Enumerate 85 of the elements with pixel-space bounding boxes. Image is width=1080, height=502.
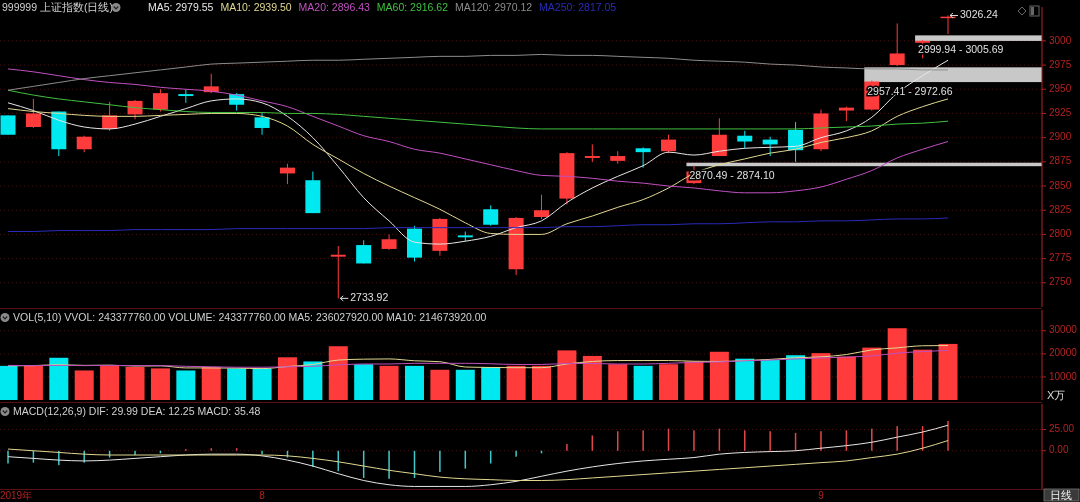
y-tick-label: 30000	[1049, 324, 1078, 336]
y-tick-label: 25.00	[1049, 423, 1075, 435]
bar	[659, 364, 679, 400]
bar	[760, 359, 780, 400]
y-tick-label: 2875	[1049, 155, 1072, 167]
text: MA5: 2979.55	[148, 1, 214, 13]
bar	[49, 357, 69, 400]
candlestick	[152, 88, 168, 113]
bar	[786, 355, 806, 400]
x-tick-label: 9	[818, 490, 825, 501]
annotation: 3026.24	[960, 8, 999, 21]
bar	[404, 365, 424, 400]
text: MA10: 2939.50	[220, 1, 292, 13]
y-tick-label: 2925	[1049, 107, 1072, 119]
candlestick	[0, 114, 16, 136]
candlestick	[584, 143, 600, 163]
line-series	[7, 424, 949, 487]
bar	[277, 357, 297, 400]
text: MA20: 2896.43	[298, 1, 370, 13]
bar	[201, 367, 221, 400]
y-axis-title: X万	[1047, 389, 1066, 401]
bar	[23, 365, 43, 400]
bar	[735, 358, 755, 400]
chart-title: VOL(5,10) VVOL: 243377760.00 VOLUME: 243377760.00 MA5: 236027920.00 MA10: 214673920.00	[13, 311, 487, 323]
y-tick-label: 2950	[1049, 82, 1072, 94]
bar	[862, 347, 882, 400]
bar	[100, 365, 120, 400]
candlestick	[254, 111, 270, 136]
candlestick	[483, 204, 499, 227]
x-tick-label: 8	[259, 490, 266, 501]
bar	[150, 368, 170, 400]
bar	[532, 365, 552, 400]
bar	[811, 353, 831, 400]
text: 日线	[1050, 489, 1072, 501]
candlestick	[889, 22, 905, 67]
bar	[0, 365, 18, 400]
candlestick	[534, 194, 550, 220]
bar	[887, 328, 907, 400]
y-tick-label: 2775	[1049, 252, 1072, 264]
bar	[252, 368, 272, 400]
bar	[354, 364, 374, 400]
bar	[430, 369, 450, 400]
candlestick	[25, 98, 41, 129]
x-tick-label: 2019年	[0, 490, 33, 501]
bar	[938, 343, 958, 400]
bar	[303, 361, 323, 400]
y-tick-label: 2850	[1049, 179, 1072, 191]
candlestick	[711, 117, 727, 157]
bar	[709, 351, 729, 400]
y-tick-label: 0.00	[1049, 444, 1069, 456]
text: MA250: 2817.05	[539, 1, 617, 13]
bar	[633, 365, 653, 400]
line-series	[7, 440, 949, 481]
bar	[328, 346, 348, 400]
y-tick-label: 2750	[1049, 276, 1072, 288]
candlestick	[635, 146, 651, 169]
line-series	[7, 217, 949, 233]
bar	[913, 349, 933, 400]
bar	[176, 370, 196, 400]
bar	[125, 367, 145, 400]
y-tick-label: 2800	[1049, 228, 1072, 240]
annotation: 2733.92	[350, 291, 389, 304]
bar	[227, 368, 247, 400]
bar	[582, 355, 602, 400]
y-tick-label: 2825	[1049, 203, 1072, 215]
bar	[455, 369, 475, 400]
bar	[684, 361, 704, 400]
text: MA120: 2970.12	[455, 1, 533, 13]
bar	[836, 356, 856, 400]
bar	[608, 364, 628, 400]
text: MA60: 2916.62	[376, 1, 449, 13]
y-tick-label: 10000	[1049, 370, 1078, 382]
bar	[481, 367, 501, 400]
y-tick-label: 3000	[1049, 34, 1072, 46]
y-tick-label: 20000	[1049, 347, 1078, 359]
line-series	[7, 98, 949, 235]
y-tick-label: 2975	[1049, 58, 1072, 70]
bar	[74, 370, 94, 400]
bar	[379, 365, 399, 400]
chart-title: MACD(12,26,9) DIF: 29.99 DEA: 12.25 MACD: 35.48	[13, 405, 261, 417]
chart-title: 999999 上证指数(日线)	[2, 1, 113, 13]
bar	[506, 365, 526, 400]
candlestick	[661, 134, 677, 154]
bar	[557, 350, 577, 400]
y-tick-label: 2900	[1049, 131, 1072, 143]
